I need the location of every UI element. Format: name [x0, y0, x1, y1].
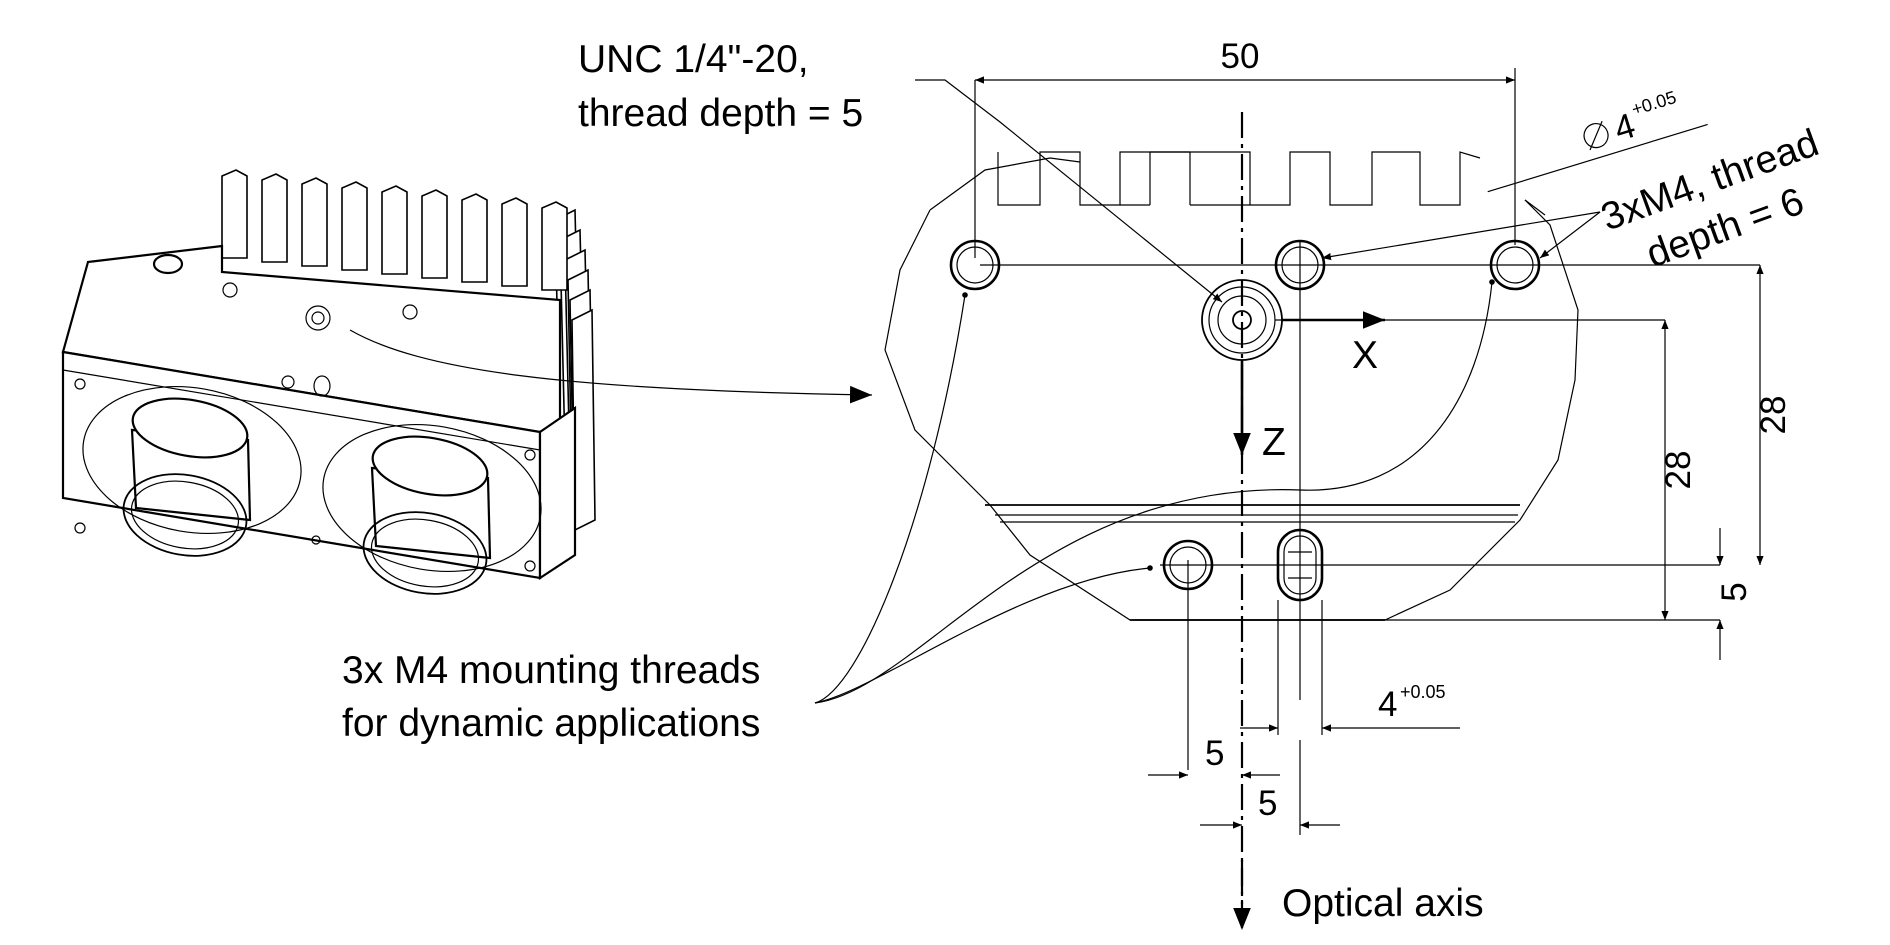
m4-dynamic-callout-line1: 3x M4 mounting threads [342, 649, 760, 692]
lens-left [82, 385, 302, 557]
camera-isometric-view [61, 169, 596, 595]
m4-hole-top-middle [1274, 239, 1326, 291]
lens-right [322, 423, 542, 595]
unc-callout-line2: thread depth = 5 [578, 92, 863, 135]
connector-knob [152, 253, 184, 275]
m4-dynamic-callout-line2: for dynamic applications [342, 702, 760, 745]
dim-width-value: 50 [1221, 37, 1260, 76]
unc-leader [915, 79, 1223, 303]
detail-leader-arrow [349, 329, 873, 404]
top-holes [222, 282, 418, 397]
m4-dynamic-leaders [814, 279, 1495, 704]
dim-height-inner-value: 28 [1659, 451, 1698, 490]
front-screws [74, 378, 536, 572]
m4-top-leader-right [1539, 211, 1601, 259]
m4-hole-top-left [949, 239, 1001, 291]
camera-side-face [538, 405, 577, 581]
dim-offset-right-value: 5 [1715, 582, 1754, 601]
dim-height-outer-value: 28 [1754, 396, 1793, 435]
m4-top-leader-middle [1321, 211, 1601, 261]
dim-offset-bottom-left-value: 5 [1205, 734, 1224, 773]
m4-hole-top-right [1489, 239, 1541, 291]
dim-slot-width-value: 4 [1378, 685, 1397, 724]
detail-outline [884, 199, 1579, 621]
fin-profile [997, 151, 1481, 206]
z-axis-label: Z [1262, 421, 1286, 464]
heatsink-top-fins [221, 169, 568, 291]
dimensions: 50 28 28 5 4 +0.05 5 5 4 +0 [975, 37, 1793, 835]
optical-axis-label: Optical axis [1282, 882, 1484, 925]
slot-bottom [1276, 528, 1324, 602]
dim-offset-bottom-right-value: 5 [1258, 784, 1277, 823]
x-axis-label: X [1352, 334, 1378, 377]
dim-slot-width-tolerance: +0.05 [1400, 682, 1446, 702]
m4-hole-bottom [1162, 539, 1214, 591]
dim-diameter-tolerance: +0.05 [1629, 87, 1678, 119]
unc-callout-line1: UNC 1/4"-20, [578, 38, 809, 81]
